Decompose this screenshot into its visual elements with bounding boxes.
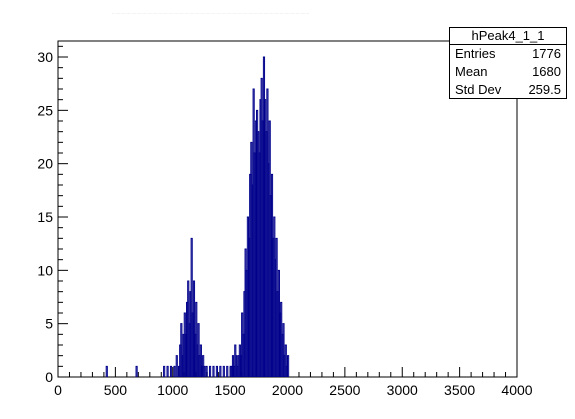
x-tick-label: 500 — [104, 382, 128, 398]
histogram-bin — [282, 323, 285, 377]
histogram-bin — [205, 365, 208, 377]
histogram-bin — [195, 301, 198, 377]
x-tick-label: 1500 — [215, 382, 246, 398]
histogram-bin — [197, 323, 200, 377]
histogram-bin — [215, 365, 219, 377]
stats-value: 259.5 — [528, 82, 561, 97]
x-tick-label: 3000 — [387, 382, 418, 398]
histogram-bin — [135, 365, 138, 377]
histogram-bin — [166, 365, 169, 377]
histogram-bin — [219, 365, 222, 377]
stats-value: 1680 — [532, 64, 561, 79]
y-tick-label: 0 — [45, 369, 53, 385]
stats-label: Std Dev — [455, 82, 502, 97]
histogram-bars — [105, 56, 290, 377]
y-axis: 0 5 10 15 20 25 30 — [37, 45, 68, 385]
histogram-bin — [180, 323, 183, 377]
histogram-bin — [212, 365, 215, 377]
histogram-bin — [199, 344, 202, 377]
x-tick-label: 0 — [54, 382, 62, 398]
stats-row-entries: Entries 1776 — [450, 45, 566, 63]
histogram-bin — [173, 365, 176, 377]
histogram-bin — [192, 280, 196, 377]
histogram-bin — [105, 365, 108, 377]
histogram-bin — [284, 344, 287, 377]
histogram-bin — [163, 365, 166, 377]
stats-value: 1776 — [532, 46, 561, 61]
x-tick-label: 2000 — [272, 382, 303, 398]
y-tick-label: 25 — [37, 102, 53, 118]
y-tick-label: 20 — [37, 156, 53, 172]
x-tick-label: 4000 — [501, 382, 532, 398]
x-tick-label: 3500 — [444, 382, 475, 398]
stats-label: Entries — [455, 46, 496, 61]
histogram-bin — [203, 365, 206, 377]
y-tick-label: 10 — [37, 262, 53, 278]
histogram-bin — [222, 365, 225, 377]
y-tick-label: 30 — [37, 49, 53, 65]
histogram-bin — [190, 237, 193, 377]
stats-box: hPeak4_1_1 Entries 1776 Mean 1680 Std De… — [449, 27, 567, 99]
histogram-bin — [175, 355, 178, 377]
histogram-bin — [208, 365, 212, 377]
x-tick-label: 2500 — [329, 382, 360, 398]
x-tick-label: 1000 — [157, 382, 188, 398]
histogram-title: ........................................… — [112, 11, 310, 15]
histogram-bin — [287, 355, 290, 377]
stats-row-mean: Mean 1680 — [450, 63, 566, 81]
x-axis: 0 500 1000 1500 2000 2500 3000 3500 4000 — [54, 367, 533, 398]
histogram-bin — [226, 365, 229, 377]
stats-label: Mean — [455, 64, 488, 79]
stats-title: hPeak4_1_1 — [450, 28, 566, 45]
y-tick-label: 5 — [45, 316, 53, 332]
stats-row-stddev: Std Dev 259.5 — [450, 81, 566, 99]
histogram-bin — [169, 365, 173, 377]
y-tick-label: 15 — [37, 209, 53, 225]
